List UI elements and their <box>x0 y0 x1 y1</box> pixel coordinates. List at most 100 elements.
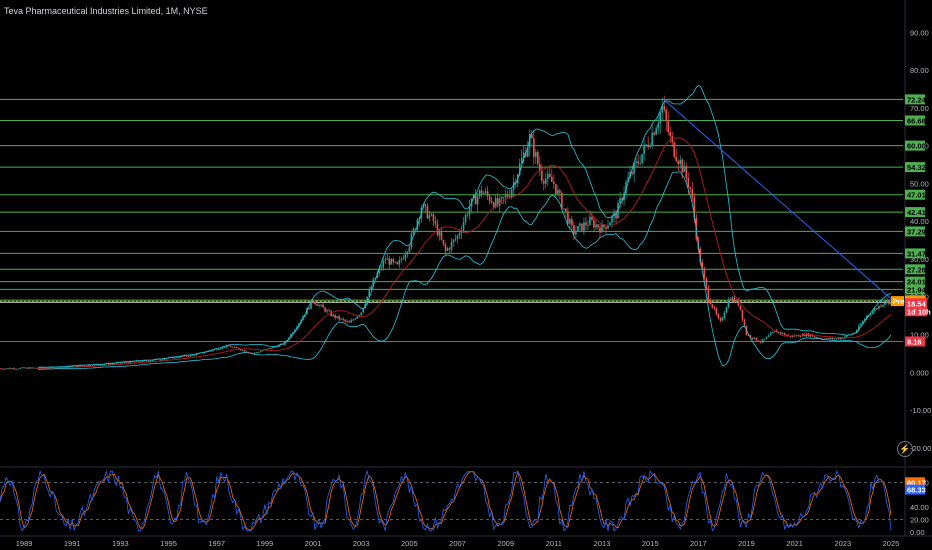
candle-body <box>372 279 375 287</box>
candle-body <box>310 301 312 310</box>
stoch-k-tag: 80.17 <box>907 478 926 487</box>
candle-body <box>541 170 543 181</box>
candle-body <box>874 308 876 312</box>
time-axis-tick: 2001 <box>305 539 322 548</box>
candle-body <box>446 248 449 251</box>
bollinger-lower <box>38 171 892 370</box>
candle-body <box>51 366 53 368</box>
candle-body <box>462 222 465 231</box>
candle-body <box>392 259 395 262</box>
candle-body <box>653 132 655 135</box>
candle-body <box>753 337 756 339</box>
candle-body <box>543 180 545 184</box>
pre-badge-box <box>891 296 904 307</box>
candle-body <box>699 248 702 263</box>
candle-body <box>201 352 204 354</box>
time-axis-tick: 1995 <box>160 539 177 548</box>
candle-body <box>11 368 13 370</box>
candle-body <box>65 366 68 368</box>
candle-body <box>621 198 623 201</box>
candle-body <box>366 296 369 304</box>
candle-body <box>254 352 256 354</box>
candle-body <box>39 367 41 369</box>
level-tag: 31.47 <box>907 249 926 258</box>
candle-body <box>408 247 411 252</box>
candle-body <box>227 345 230 347</box>
candle-body <box>370 286 373 290</box>
candle-body <box>225 345 228 348</box>
candle-body <box>17 368 19 370</box>
candle-body <box>741 309 744 320</box>
candle-body <box>21 367 23 369</box>
candle-body <box>336 316 338 318</box>
candle-body <box>737 300 740 306</box>
candle-body <box>207 351 210 352</box>
candle-body <box>398 260 401 265</box>
candle-body <box>494 198 497 208</box>
candle-body <box>669 131 672 137</box>
candle-body <box>456 235 459 239</box>
candle-body <box>384 259 387 261</box>
candle-body <box>13 368 15 370</box>
candle-body <box>161 359 164 361</box>
level-tag: 21.94 <box>907 285 927 294</box>
candle-body <box>368 289 371 297</box>
candle-body <box>833 338 836 340</box>
candle-body <box>549 173 551 177</box>
candle-body <box>231 346 234 348</box>
candle-body <box>775 330 778 333</box>
candle-body <box>671 136 674 143</box>
candle-body <box>217 349 220 351</box>
candle-body <box>538 163 541 171</box>
candle-body <box>278 345 280 348</box>
candle-body <box>19 367 21 369</box>
candle-body <box>478 190 481 197</box>
stoch-k-tag-box <box>905 477 925 488</box>
candle-body <box>681 159 684 173</box>
candle-body <box>380 267 383 269</box>
candle-body <box>83 365 86 367</box>
time-axis-tick: 1993 <box>112 539 129 548</box>
candle-body <box>725 307 728 313</box>
stoch-k-line <box>0 469 892 532</box>
osc-axis-tick: 0.00 <box>910 528 925 537</box>
candle-body <box>183 355 186 357</box>
candle-body <box>63 366 66 368</box>
candle-body <box>414 228 417 230</box>
lightning-icon[interactable]: ⚡ <box>897 441 913 457</box>
candle-body <box>320 304 322 306</box>
last-price-tag: 18.54 <box>907 299 927 308</box>
candle-body <box>880 305 882 307</box>
pre-badge: Pre <box>893 297 905 306</box>
candle-body <box>589 216 591 226</box>
candle-body <box>635 161 637 163</box>
candle-body <box>637 161 639 164</box>
candle-body <box>97 364 100 366</box>
price-chart[interactable]: 90.0080.0070.0060.0050.0040.0030.0020.00… <box>0 0 932 466</box>
candle-body <box>350 320 352 323</box>
candle-body <box>605 226 607 229</box>
time-axis-tick: 2007 <box>449 539 466 548</box>
countdown-tag: 1d 10h <box>907 307 931 316</box>
candle-body <box>101 364 104 366</box>
candle-body <box>354 318 356 320</box>
candle-body <box>627 177 629 182</box>
candle-body <box>25 367 27 369</box>
candle-body <box>779 331 782 334</box>
candle-body <box>677 161 680 165</box>
candle-body <box>3 368 5 370</box>
level-tag-box <box>905 276 925 287</box>
candle-body <box>581 223 583 231</box>
price-axis-tick: 80.00 <box>910 66 929 75</box>
candle-body <box>633 162 635 175</box>
candle-body <box>127 362 130 364</box>
candle-body <box>360 312 362 316</box>
candle-body <box>171 357 174 359</box>
candle-body <box>711 304 714 308</box>
price-axis-tick: 90.00 <box>910 28 929 37</box>
candle-body <box>430 214 433 216</box>
candle-body <box>444 244 447 251</box>
candle-body <box>498 198 501 206</box>
candle-body <box>709 300 712 305</box>
